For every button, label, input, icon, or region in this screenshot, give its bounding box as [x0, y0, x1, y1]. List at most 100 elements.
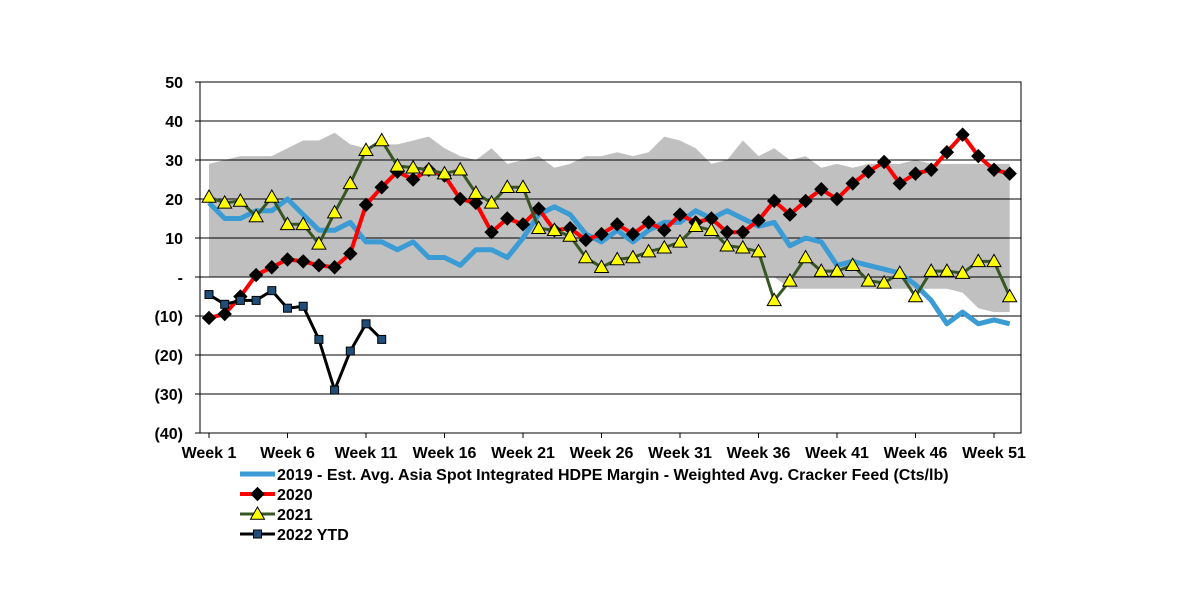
y-tick-label: 50 [165, 75, 183, 92]
data-point [216, 194, 233, 209]
data-point [546, 222, 563, 236]
data-point [908, 166, 923, 181]
data-point [248, 208, 264, 223]
data-point [656, 239, 673, 254]
data-point [280, 252, 295, 267]
data-point [342, 175, 359, 190]
data-point [1002, 166, 1017, 181]
data-point [283, 303, 292, 313]
data-point [515, 217, 531, 232]
legend-item-2022-ytd: 2022 YTD [240, 527, 349, 544]
data-point [907, 288, 924, 303]
legend-label: 2022 YTD [277, 527, 349, 544]
data-point [971, 148, 986, 164]
legend-label: 2021 [277, 507, 313, 524]
data-point [436, 165, 453, 180]
data-point [295, 216, 312, 231]
legend-item-2021: 2021 [240, 505, 313, 524]
data-point [389, 157, 406, 172]
data-point [814, 182, 829, 197]
legend-item-2020: 2020 [240, 486, 313, 504]
legend-marker [250, 486, 265, 502]
data-point [263, 189, 280, 203]
data-point [735, 224, 751, 240]
data-point [251, 295, 261, 305]
data-point [345, 346, 355, 356]
data-point [703, 222, 720, 236]
data-point [672, 233, 688, 248]
data-point [204, 290, 214, 300]
data-point [220, 299, 230, 309]
x-tick-label: Week 41 [805, 445, 869, 462]
data-point [719, 237, 735, 252]
data-point [829, 263, 845, 277]
series-2020 [201, 127, 1017, 326]
data-point [923, 263, 940, 277]
data-point [330, 385, 340, 395]
data-point [672, 207, 688, 222]
data-point [311, 258, 327, 273]
data-point [267, 286, 277, 296]
data-point [295, 254, 311, 269]
data-point [483, 194, 500, 209]
data-point [798, 193, 813, 209]
series-layer [201, 127, 1018, 395]
data-point [374, 180, 389, 195]
x-tick-label: Week 11 [335, 445, 398, 462]
x-tick-label: Week 1 [182, 445, 237, 462]
data-point [593, 259, 610, 273]
data-point [751, 213, 766, 228]
data-point [531, 201, 546, 216]
data-point [955, 127, 970, 142]
data-point [813, 263, 830, 277]
data-point [954, 265, 971, 279]
data-point [530, 220, 547, 234]
data-point [452, 161, 469, 176]
data-point [500, 211, 515, 226]
data-point [562, 228, 578, 242]
data-point [782, 272, 798, 287]
x-tick-label: Week 16 [413, 445, 477, 462]
y-tick-label: 40 [165, 114, 183, 131]
data-point [986, 253, 1002, 268]
data-point [264, 260, 280, 275]
data-point [499, 179, 516, 194]
data-point [939, 263, 955, 277]
data-point [845, 176, 860, 191]
data-point [311, 235, 327, 250]
data-point [201, 189, 217, 203]
data-point [687, 218, 704, 233]
data-point [578, 232, 594, 248]
x-tick-label: Week 6 [260, 445, 315, 462]
legend-label: 2019 - Est. Avg. Asia Spot Integrated HD… [277, 467, 949, 484]
x-tick-label: Week 26 [570, 445, 634, 462]
data-point [939, 144, 955, 160]
data-point [750, 243, 767, 258]
data-point [876, 274, 892, 289]
x-tick-label: Week 31 [648, 445, 712, 462]
data-point [640, 243, 657, 258]
series-2022-ytd [204, 286, 387, 395]
data-point [734, 239, 751, 254]
data-point [248, 267, 264, 283]
data-point [452, 191, 468, 207]
data-point [326, 204, 343, 219]
x-axis-ticks: Week 1 Week 6 Week 11 Week 16 Week 21 Week 26… [182, 433, 1026, 462]
data-point [468, 185, 484, 199]
data-point [373, 132, 390, 147]
legend-item-2019: 2019 - Est. Avg. Asia Spot Integrated HD… [240, 467, 949, 484]
data-point [860, 272, 877, 287]
data-point [468, 195, 484, 211]
series-line-2019 [207, 196, 1011, 327]
series-2019 [207, 196, 1011, 327]
data-point [876, 154, 892, 170]
series-line-2021 [208, 139, 1012, 302]
data-point [405, 159, 421, 174]
data-point [861, 164, 876, 179]
y-tick-label: 10 [165, 231, 183, 248]
data-point [797, 249, 814, 264]
y-tick-label: - [178, 270, 183, 287]
data-point [609, 217, 625, 232]
data-point [891, 265, 908, 279]
data-point [314, 334, 324, 344]
